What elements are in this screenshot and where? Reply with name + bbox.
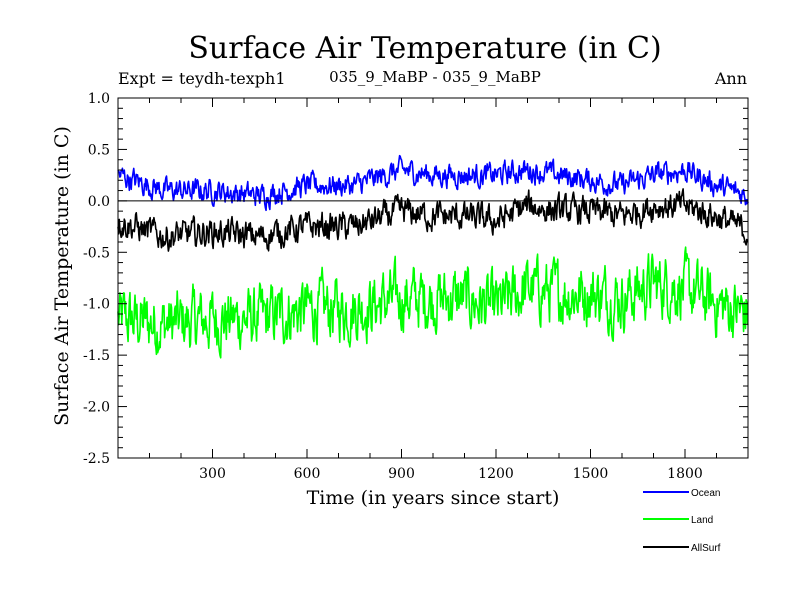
- legend-entry-land: Land: [643, 515, 713, 526]
- chart-title: Surface Air Temperature (in C): [188, 31, 661, 66]
- y-tick-label: 0.5: [88, 142, 110, 158]
- x-tick-label: 900: [388, 466, 415, 482]
- series-line-land: [117, 246, 749, 359]
- legend: Ocean Land AllSurf: [643, 488, 721, 554]
- experiment-label: Expt = teydh-texph1: [118, 69, 286, 88]
- x-tick-label: 1800: [667, 466, 703, 482]
- y-tick-label: 1.0: [88, 91, 110, 107]
- legend-label: Ocean: [691, 488, 720, 499]
- y-tick-label: -1.5: [83, 348, 110, 364]
- season-label: Ann: [714, 69, 747, 88]
- legend-entry-allsurf: AllSurf: [643, 543, 721, 554]
- series-layer: [117, 154, 749, 359]
- y-tick-label: -0.5: [83, 245, 110, 261]
- y-axis-label: Surface Air Temperature (in C): [51, 126, 73, 426]
- series-line-ocean: [117, 154, 749, 212]
- y-tick-label: -2.0: [83, 400, 110, 416]
- x-axis-label: Time (in years since start): [307, 487, 560, 509]
- y-tick-label: 0.0: [88, 194, 110, 210]
- y-tick-label: -2.5: [83, 451, 110, 467]
- x-tick-label: 1200: [478, 466, 514, 482]
- y-tick-label: -1.0: [83, 297, 110, 313]
- legend-label: Land: [691, 515, 713, 526]
- legend-label: AllSurf: [691, 543, 721, 554]
- x-tick-label: 600: [294, 466, 321, 482]
- series-line-allsurf: [117, 188, 749, 252]
- x-tick-label: 300: [199, 466, 226, 482]
- axes-layer: -2.5 -2.0 -1.5 -1.0 -0.5 0.0 0.5 1.0 300 600 900 12…: [83, 91, 749, 482]
- legend-entry-ocean: Ocean: [643, 488, 720, 499]
- x-tick-label: 1500: [573, 466, 609, 482]
- period-label: 035_9_MaBP - 035_9_MaBP: [329, 68, 541, 86]
